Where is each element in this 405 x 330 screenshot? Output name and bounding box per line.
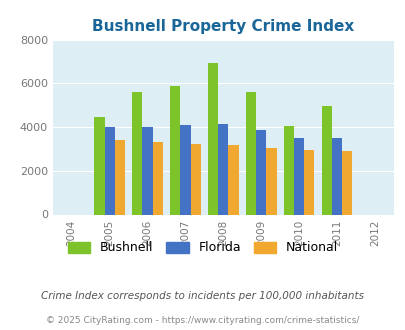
Bar (115, 140, 125, 214)
Bar (245, 92, 256, 214)
Bar (180, 125, 190, 214)
Text: Crime Index corresponds to incidents per 100,000 inhabitants: Crime Index corresponds to incidents per… (41, 291, 364, 301)
Bar (207, 63, 217, 214)
Bar (228, 145, 238, 214)
Bar (142, 127, 152, 214)
Bar (303, 150, 313, 214)
Bar (190, 144, 200, 214)
Bar (94, 117, 104, 214)
Bar (170, 85, 180, 214)
Bar (283, 126, 293, 214)
Bar (132, 92, 142, 214)
Title: Bushnell Property Crime Index: Bushnell Property Crime Index (92, 19, 354, 34)
Bar (321, 106, 331, 214)
Text: © 2025 CityRating.com - https://www.cityrating.com/crime-statistics/: © 2025 CityRating.com - https://www.city… (46, 316, 359, 325)
Bar (104, 127, 115, 214)
Legend: Bushnell, Florida, National: Bushnell, Florida, National (62, 236, 343, 259)
Bar (266, 148, 276, 214)
Bar (256, 130, 266, 214)
Bar (331, 138, 341, 214)
Bar (293, 138, 303, 214)
Bar (341, 151, 352, 214)
Bar (152, 142, 162, 214)
Bar (217, 124, 228, 214)
